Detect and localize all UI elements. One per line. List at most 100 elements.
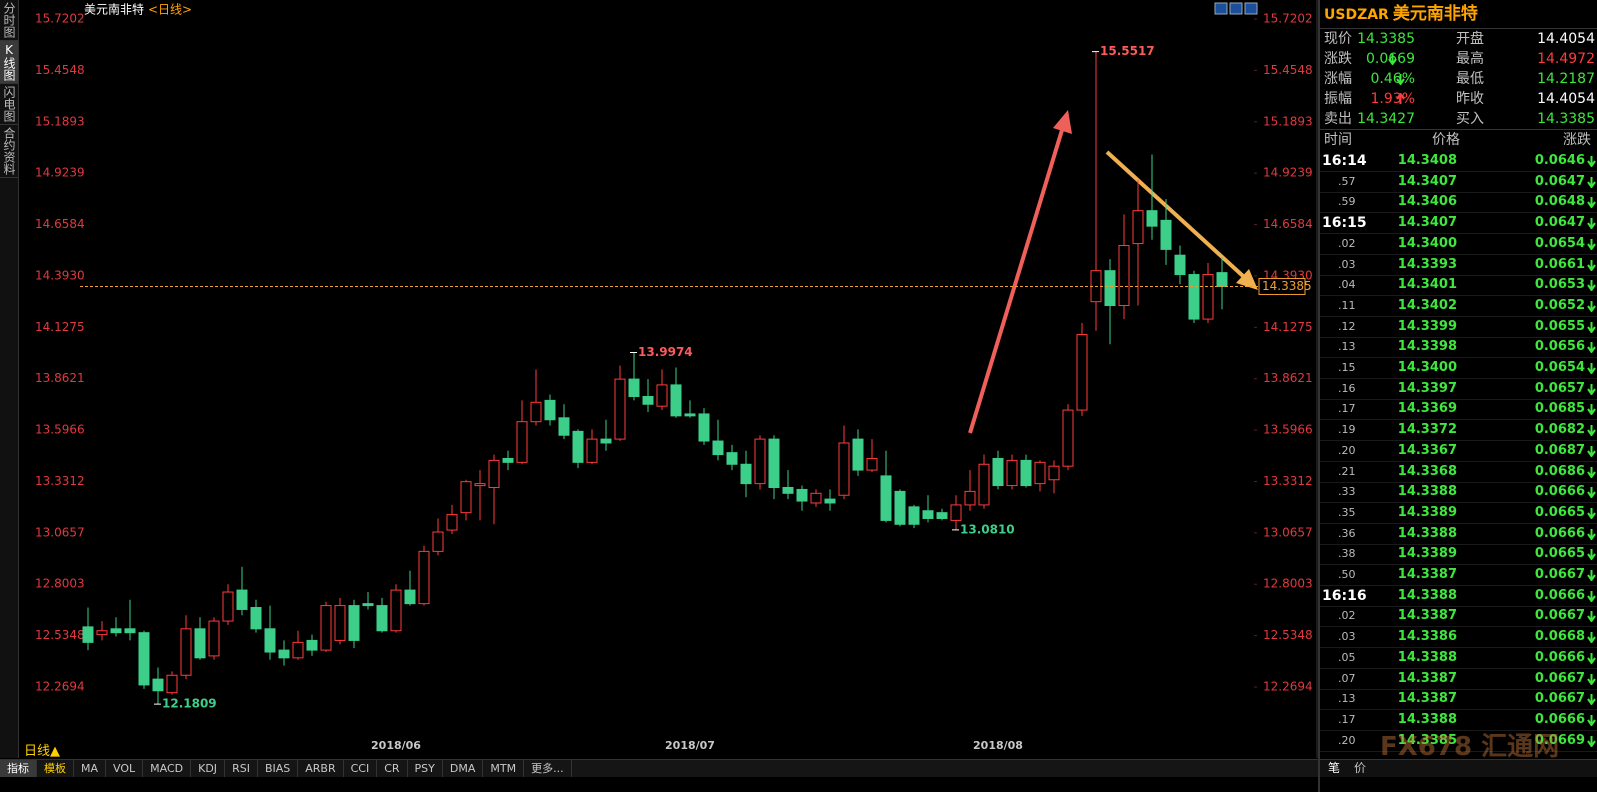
y-tick-label: 12.8003 bbox=[35, 577, 85, 591]
label: 最高 bbox=[1456, 51, 1484, 67]
arrow-head bbox=[1236, 269, 1258, 290]
value: 14.3427 bbox=[1357, 111, 1415, 127]
y-tick-label-right: 15.4548 bbox=[1263, 63, 1313, 77]
tick-price: 14.3400 bbox=[1397, 360, 1457, 375]
column-header: 涨跌 bbox=[1563, 132, 1591, 148]
indicator[interactable]: ARBR bbox=[298, 760, 344, 777]
candle-body bbox=[1020, 459, 1032, 487]
value: 14.3385 bbox=[1537, 111, 1595, 127]
y-tick-label: 12.2694 bbox=[35, 679, 85, 693]
candle-body bbox=[838, 442, 850, 496]
side-tab[interactable]: K线图 bbox=[0, 41, 18, 84]
tick-price: 14.3399 bbox=[1397, 318, 1457, 334]
indicator[interactable]: BIAS bbox=[258, 760, 299, 777]
candle-body bbox=[334, 605, 346, 641]
indicator[interactable]: PSY bbox=[408, 760, 443, 777]
tick-price: 14.3387 bbox=[1397, 608, 1457, 624]
tick-price: 14.3388 bbox=[1397, 587, 1457, 603]
candle-body bbox=[432, 531, 444, 552]
tick-change: 0.0666 bbox=[1534, 587, 1585, 603]
label: 涨幅 bbox=[1324, 71, 1352, 87]
tick-row: 16:16 14.3388 0.0666 bbox=[1320, 586, 1597, 607]
down-arrow bbox=[1587, 632, 1596, 644]
tick-change: 0.0654 bbox=[1534, 235, 1585, 251]
y-tick-label-right: 14.6584 bbox=[1263, 217, 1313, 231]
value: 1.93% bbox=[1370, 91, 1415, 107]
icon[interactable] bbox=[1214, 2, 1228, 15]
candle-body bbox=[292, 641, 304, 659]
side-tab[interactable]: 闪电图 bbox=[0, 84, 18, 125]
window-icons[interactable] bbox=[1214, 2, 1258, 15]
tick-row: .04 14.3401 0.0653 bbox=[1320, 275, 1597, 297]
candle-body bbox=[530, 401, 542, 423]
icon[interactable] bbox=[1244, 2, 1258, 15]
candle-body bbox=[474, 483, 486, 487]
footer-tab[interactable]: 价 bbox=[1354, 761, 1367, 775]
indicator[interactable]: CR bbox=[377, 760, 408, 777]
tick-price: 14.3397 bbox=[1397, 380, 1457, 396]
label: 涨跌 bbox=[1324, 51, 1352, 67]
indicator[interactable]: MACD bbox=[143, 760, 192, 777]
indicator[interactable]: MTM bbox=[483, 760, 525, 777]
tick-row: 16:14 14.3408 0.0646 bbox=[1320, 151, 1597, 172]
indicator[interactable]: RSI bbox=[225, 760, 258, 777]
tick-row: .33 14.3388 0.0666 bbox=[1320, 482, 1597, 504]
tick-price: 14.3408 bbox=[1397, 153, 1457, 168]
last-price-box bbox=[1258, 277, 1306, 295]
tick-row: .02 14.3400 0.0654 bbox=[1320, 234, 1597, 255]
indicator[interactable]: CCI bbox=[344, 760, 378, 777]
y-tick-label: 12.5348 bbox=[35, 628, 85, 642]
y-tick-label-right: 13.8621 bbox=[1263, 371, 1313, 385]
label: 昨收 bbox=[1456, 91, 1484, 107]
indicator[interactable]: DMA bbox=[443, 760, 484, 777]
indicator[interactable]: MA bbox=[74, 760, 107, 777]
toolbar-tab[interactable]: 模板 bbox=[37, 760, 74, 777]
y-tick-label: 15.1893 bbox=[35, 114, 85, 128]
tick-change: 0.0668 bbox=[1534, 629, 1585, 645]
candle-body bbox=[264, 628, 276, 653]
down-arrow bbox=[1587, 466, 1596, 478]
tick-time: .05 bbox=[1338, 650, 1356, 664]
period-button[interactable]: 日线▲ bbox=[24, 744, 60, 759]
candle-body bbox=[964, 490, 976, 506]
down-arrow bbox=[1587, 425, 1596, 437]
y-tick-label-right: 12.8003 bbox=[1263, 577, 1313, 591]
y-tick-label: 14.3930 bbox=[35, 268, 85, 282]
tick-price: 14.3402 bbox=[1397, 297, 1457, 313]
toolbar-tab[interactable]: 指标 bbox=[0, 760, 37, 777]
down-arrow bbox=[1587, 218, 1596, 230]
tick-time: 16:14 bbox=[1322, 153, 1367, 169]
tick-time: .50 bbox=[1338, 568, 1356, 581]
down-arrow bbox=[1587, 528, 1596, 540]
tick-time: .12 bbox=[1338, 319, 1356, 333]
footer-tab[interactable]: 笔 bbox=[1328, 761, 1341, 775]
tick-price: 14.3398 bbox=[1397, 339, 1457, 355]
side-tab[interactable]: 分时图 bbox=[0, 0, 18, 41]
candle-body bbox=[502, 457, 514, 463]
y-tick-label: 15.7202 bbox=[35, 12, 85, 26]
indicator[interactable]: VOL bbox=[106, 760, 144, 777]
candle-body bbox=[642, 396, 654, 405]
side-tab[interactable]: 合约资料 bbox=[0, 125, 18, 178]
candle-body bbox=[936, 512, 948, 519]
tick-change: 0.0665 bbox=[1534, 546, 1585, 562]
y-tick-label-right: 13.5966 bbox=[1263, 423, 1313, 437]
chart: 美元南非特 <日线> 15.7202 15.7202 15.4548 15.4548 1… bbox=[35, 0, 1318, 758]
tick-row: .20 14.3367 0.0687 bbox=[1320, 441, 1597, 462]
candle-body bbox=[1188, 274, 1200, 320]
column-header: 时间 bbox=[1324, 132, 1352, 148]
y-tick-label-right: 13.0657 bbox=[1263, 525, 1313, 539]
tick-price: 14.3388 bbox=[1397, 484, 1457, 500]
icon[interactable] bbox=[1229, 2, 1243, 15]
label: 现价 bbox=[1324, 31, 1352, 47]
candle-body bbox=[628, 378, 640, 398]
indicator[interactable]: KDJ bbox=[191, 760, 226, 777]
candle-body bbox=[404, 589, 416, 605]
tick-row: .15 14.3400 0.0654 bbox=[1320, 358, 1597, 379]
tick-change: 0.0653 bbox=[1534, 277, 1585, 293]
column-header: 价格 bbox=[1432, 132, 1460, 148]
tick-time: .02 bbox=[1338, 609, 1356, 623]
tick-row: .03 14.3386 0.0668 bbox=[1320, 627, 1597, 649]
indicator[interactable]: 更多... bbox=[524, 760, 572, 777]
candle-body bbox=[348, 605, 360, 641]
